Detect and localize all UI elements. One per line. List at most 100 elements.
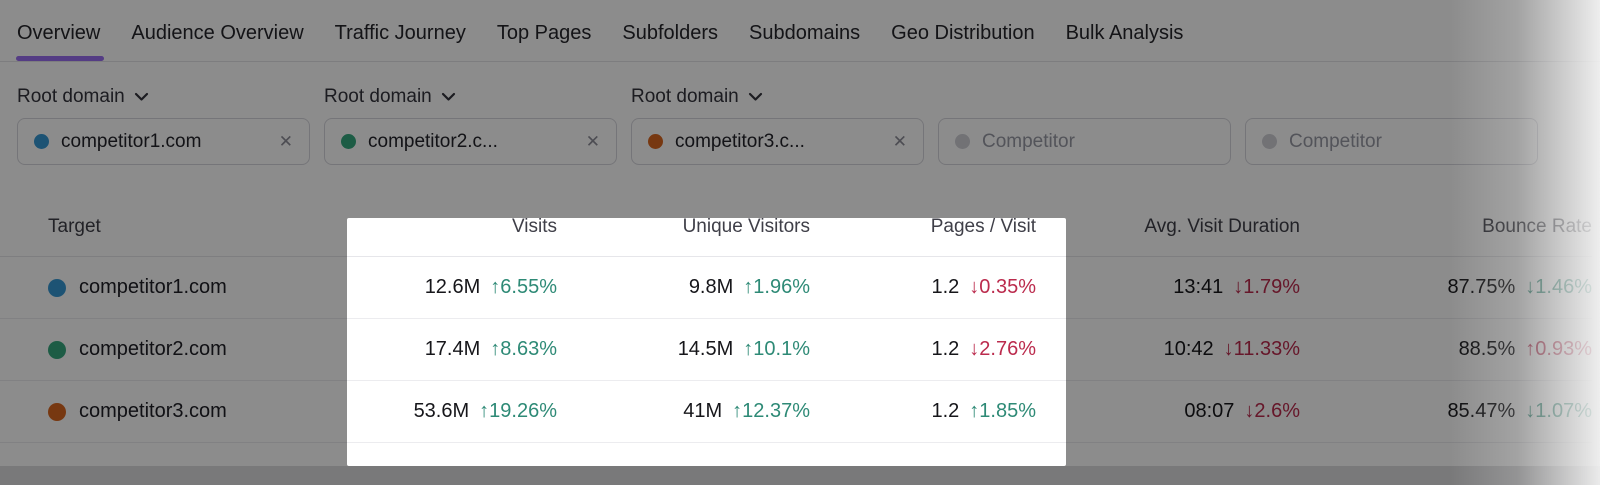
unique-visitors-cell: 9.8M ↑1.96% [557,257,810,318]
column-header[interactable]: Bounce Rate [1482,216,1592,237]
filter-slot: Root domain competitor3.c... ✕ [631,62,924,165]
filter-slot: Root domain competitor2.c... ✕ [324,62,617,165]
avg-visit-duration-value: 08:07 [1184,400,1235,422]
root-domain-dropdown[interactable]: Root domain [17,62,310,118]
unique-visitors-change: ↑10.1% [743,338,810,360]
root-domain-dropdown-label: Root domain [17,86,125,107]
filter-slot: Competitor [938,62,1231,165]
column-header[interactable]: Visits [511,216,557,237]
competitor-chip[interactable]: Competitor [1245,118,1538,165]
avg-visit-duration-value: 10:42 [1163,338,1214,360]
target-domain-link[interactable]: competitor3.com [79,400,227,422]
column-header[interactable]: Avg. Visit Duration [1144,216,1300,237]
filter-slot: Competitor [1245,62,1538,165]
tab-item[interactable]: Overview [15,22,105,61]
pages-per-visit-change: ↑1.85% [969,400,1036,422]
bounce-rate-value: 88.5% [1458,338,1516,360]
competitor-color-dot [48,278,66,297]
table-row[interactable]: competitor1.com 12.6M ↑6.55% 9.8M ↑1.96%… [0,257,1592,319]
chevron-down-icon [134,86,149,108]
close-icon[interactable]: ✕ [278,131,293,151]
competitor-chip-label: competitor1.com [61,130,202,152]
pages-per-visit-value: 1.2 [931,338,960,360]
table-header-row: Target Visits Unique Visitors Pages / Vi… [0,198,1592,257]
competitor-color-dot [955,134,970,149]
column-header[interactable]: Unique Visitors [682,216,810,237]
visits-cell: 12.6M ↑6.55% [347,257,557,318]
tab-item[interactable]: Bulk Analysis [1065,22,1184,44]
visits-change: ↑8.63% [490,338,557,360]
bounce-rate-cell: 88.5% ↑0.93% [1300,319,1592,380]
visits-cell: 53.6M ↑19.26% [347,381,557,442]
root-domain-dropdown[interactable]: Root domain [324,62,617,118]
column-header[interactable]: Pages / Visit [930,216,1036,237]
avg-visit-duration-change: ↓1.79% [1233,276,1300,298]
competitor-color-dot [48,340,66,359]
pages-per-visit-value: 1.2 [931,276,960,298]
bounce-rate-change: ↑0.93% [1525,338,1592,360]
competitor-color-dot [648,134,663,149]
tab-item[interactable]: Subdomains [748,22,861,44]
pages-per-visit-cell: 1.2 ↑1.85% [810,381,1066,442]
target-domain-link[interactable]: competitor2.com [79,338,227,360]
unique-visitors-change: ↑12.37% [732,400,810,422]
chevron-down-icon [441,86,456,108]
bounce-rate-value: 87.75% [1447,276,1516,298]
tab-bar: Overview Audience Overview Traffic Journ… [0,0,1600,62]
avg-visit-duration-change: ↓11.33% [1223,338,1300,360]
avg-visit-duration-value: 13:41 [1173,276,1224,298]
competitor-chip-label: competitor3.c... [675,130,805,152]
avg-visit-duration-cell: 13:41 ↓1.79% [1066,257,1300,318]
tab-item[interactable]: Audience Overview [131,22,304,44]
target-cell: competitor3.com [0,381,347,442]
filter-slot: Root domain competitor1.com ✕ [17,62,310,165]
avg-visit-duration-cell: 10:42 ↓11.33% [1066,319,1300,380]
visits-value: 53.6M [413,400,470,422]
bounce-rate-cell: 87.75% ↓1.46% [1300,257,1592,318]
pages-per-visit-change: ↓2.76% [969,338,1036,360]
tab-item[interactable]: Traffic Journey [334,22,466,44]
table-row[interactable]: competitor3.com 53.6M ↑19.26% 41M ↑12.37… [0,381,1592,443]
avg-visit-duration-cell: 08:07 ↓2.6% [1066,381,1300,442]
unique-visitors-cell: 14.5M ↑10.1% [557,319,810,380]
close-icon[interactable]: ✕ [585,131,600,151]
unique-visitors-value: 9.8M [688,276,734,298]
bounce-rate-change: ↓1.46% [1525,276,1592,298]
competitor-chip-label: competitor2.c... [368,130,498,152]
pages-per-visit-cell: 1.2 ↓0.35% [810,257,1066,318]
competitor-color-dot [1262,134,1277,149]
competitor-chip[interactable]: competitor2.c... ✕ [324,118,617,165]
competitor-color-dot [341,134,356,149]
target-domain-link[interactable]: competitor1.com [79,276,227,298]
visits-value: 12.6M [424,276,481,298]
root-domain-dropdown-label: Root domain [631,86,739,107]
table-row[interactable]: competitor2.com 17.4M ↑8.63% 14.5M ↑10.1… [0,319,1592,381]
pages-per-visit-change: ↓0.35% [969,276,1036,298]
competitor-chip[interactable]: competitor3.c... ✕ [631,118,924,165]
table-body: competitor1.com 12.6M ↑6.55% 9.8M ↑1.96%… [0,257,1600,443]
visits-cell: 17.4M ↑8.63% [347,319,557,380]
root-domain-dropdown-label: Root domain [324,86,432,107]
tab-item[interactable]: Subfolders [622,22,718,44]
competitor-chip-label: Competitor [982,130,1075,152]
unique-visitors-value: 41M [683,400,723,422]
column-header[interactable]: Target [48,216,101,237]
pages-per-visit-cell: 1.2 ↓2.76% [810,319,1066,380]
chevron-down-icon [748,86,763,108]
bounce-rate-value: 85.47% [1447,400,1516,422]
root-domain-dropdown[interactable]: Root domain [631,62,924,118]
tab-item[interactable]: Top Pages [496,22,592,44]
metrics-table: Target Visits Unique Visitors Pages / Vi… [0,198,1600,443]
competitor-chip[interactable]: competitor1.com ✕ [17,118,310,165]
competitor-filters: Root domain competitor1.com ✕ Root domai… [0,62,1600,165]
bounce-rate-change: ↓1.07% [1525,400,1592,422]
close-icon[interactable]: ✕ [892,131,907,151]
visits-change: ↑6.55% [490,276,557,298]
target-cell: competitor2.com [0,319,347,380]
bounce-rate-cell: 85.47% ↓1.07% [1300,381,1592,442]
competitor-chip-label: Competitor [1289,130,1382,152]
competitor-chip[interactable]: Competitor [938,118,1231,165]
tab-item[interactable]: Geo Distribution [891,22,1035,44]
visits-value: 17.4M [424,338,481,360]
